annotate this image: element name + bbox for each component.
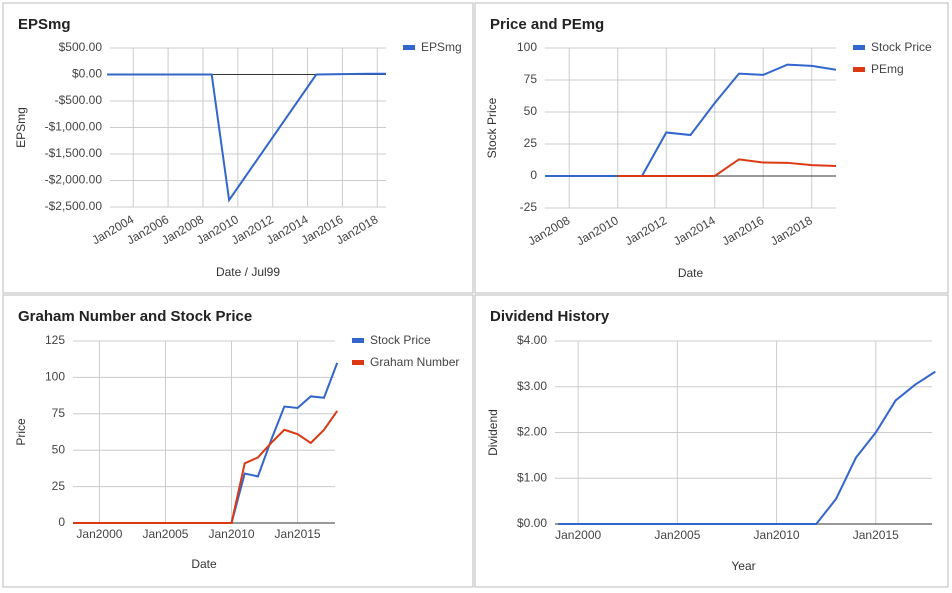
x-tick-label: Jan2015 (853, 528, 899, 542)
y-tick-label: -$1,500.00 (45, 146, 103, 160)
legend-swatch (352, 360, 364, 365)
y-axis-title: Stock Price (485, 97, 499, 158)
y-tick-label: 50 (524, 104, 538, 118)
y-tick-label: 75 (524, 72, 538, 86)
y-tick-label: 50 (52, 442, 66, 456)
legend-swatch (853, 45, 865, 50)
legend-label: Stock Price (370, 333, 431, 347)
legend-label: EPSmg (421, 40, 462, 54)
legend-swatch (403, 45, 415, 50)
x-axis-title: Date / Jul99 (216, 265, 280, 279)
x-axis-title: Date (678, 266, 704, 280)
y-tick-label: -$500.00 (55, 93, 103, 107)
data-line (73, 410, 339, 524)
legend-label: Graham Number (370, 355, 459, 369)
y-tick-label: -$1,000.00 (45, 120, 103, 134)
chart-title: Graham Number and Stock Price (18, 308, 252, 325)
legend-label: Stock Price (871, 40, 932, 54)
y-tick-label: $1.00 (517, 470, 547, 484)
legend-label: PEmg (871, 62, 904, 76)
y-tick-label: 0 (58, 515, 65, 529)
x-tick-label: Jan2005 (654, 528, 700, 542)
x-tick-label: Jan2010 (754, 528, 800, 542)
y-tick-label: -25 (520, 200, 538, 214)
panel (2, 294, 474, 588)
panel (474, 2, 949, 294)
y-tick-label: 100 (517, 40, 537, 54)
y-axis-title: EPSmg (14, 107, 28, 148)
chart-title: Dividend History (490, 308, 610, 325)
y-tick-label: $3.00 (517, 379, 547, 393)
y-tick-label: 25 (52, 479, 66, 493)
y-tick-label: $500.00 (59, 40, 103, 54)
y-tick-label: 125 (45, 333, 65, 347)
x-tick-label: Jan2000 (76, 527, 122, 541)
data-line (617, 158, 837, 177)
data-line (107, 72, 386, 203)
y-tick-label: 25 (524, 136, 538, 150)
y-tick-label: 0 (530, 168, 537, 182)
x-axis-title: Year (731, 559, 755, 573)
y-axis-title: Price (14, 418, 28, 446)
y-tick-label: 75 (52, 406, 66, 420)
legend-swatch (853, 67, 865, 72)
x-axis-title: Date (191, 557, 217, 571)
y-tick-label: -$2,500.00 (45, 199, 103, 213)
x-tick-label: Jan2000 (555, 528, 601, 542)
y-tick-label: $0.00 (517, 516, 547, 530)
x-tick-label: Jan2015 (275, 527, 321, 541)
y-axis-title: Dividend (486, 409, 500, 456)
y-tick-label: -$2,000.00 (45, 173, 103, 187)
chart-title: Price and PEmg (490, 16, 604, 33)
x-tick-label: Jan2005 (142, 527, 188, 541)
y-tick-label: $4.00 (517, 333, 547, 347)
data-line (558, 370, 936, 525)
data-line (545, 63, 837, 177)
chart-title: EPSmg (18, 16, 71, 33)
y-tick-label: $2.00 (517, 425, 547, 439)
y-tick-label: $0.00 (72, 67, 102, 81)
y-tick-label: 100 (45, 370, 65, 384)
legend-swatch (352, 338, 364, 343)
x-tick-label: Jan2010 (208, 527, 254, 541)
